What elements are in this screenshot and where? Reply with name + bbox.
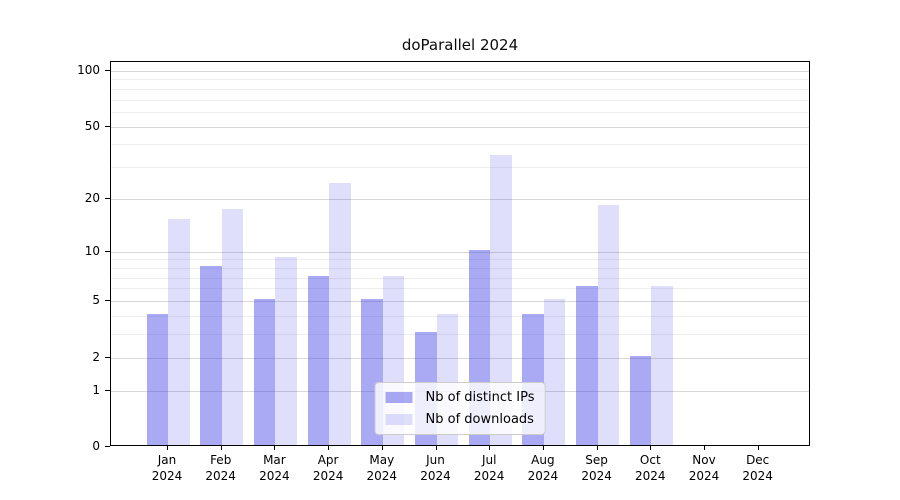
- x-tick-mark-jun: [435, 446, 437, 450]
- y-tick-mark-5: [105, 300, 110, 301]
- x-tick-label-oct: Oct 2024: [635, 453, 666, 483]
- legend-swatch-downloads: [385, 414, 413, 425]
- gridline-major-2: [111, 357, 809, 359]
- y-tick-label-20: 20: [84, 190, 100, 205]
- gridline-minor-9: [111, 259, 809, 261]
- bar-downloads-apr: [329, 182, 351, 445]
- bar-downloads-aug: [543, 299, 566, 445]
- legend-item-downloads: Nb of downloads: [385, 412, 535, 427]
- gridline-minor-30: [111, 167, 809, 169]
- y-tick-mark-10: [105, 250, 110, 252]
- y-tick-label-1: 1: [92, 382, 100, 397]
- x-tick-label-apr: Apr 2024: [312, 453, 344, 483]
- bar-ips-sep: [576, 286, 598, 445]
- bar-ips-oct: [629, 355, 652, 445]
- x-tick-label-jan: Jan 2024: [151, 453, 183, 483]
- bar-downloads-jul: [490, 155, 512, 445]
- x-tick-mark-nov: [704, 446, 705, 450]
- y-tick-label-0: 0: [92, 439, 100, 453]
- gridline-minor-4: [111, 315, 809, 317]
- x-tick-mark-dec: [757, 446, 759, 450]
- y-tick-mark-1: [105, 389, 110, 391]
- y-tick-mark-2: [105, 356, 110, 358]
- bar-downloads-oct: [651, 286, 673, 445]
- x-tick-label-may: May 2024: [366, 453, 398, 483]
- y-tick-label-50: 50: [84, 118, 100, 133]
- y-tick-label-5: 5: [92, 293, 100, 307]
- x-tick-mark-may: [381, 446, 383, 450]
- x-tick-mark-apr: [328, 446, 330, 450]
- x-tick-label-mar: Mar 2024: [259, 453, 290, 483]
- legend-label-downloads: Nb of downloads: [425, 412, 534, 427]
- gridline-minor-6: [111, 288, 809, 290]
- x-tick-label-aug: Aug 2024: [527, 453, 559, 483]
- bar-ips-feb: [200, 265, 222, 445]
- legend: Nb of distinct IPs Nb of downloads: [374, 382, 546, 435]
- legend-label-distinct-ips: Nb of distinct IPs: [425, 390, 535, 405]
- gridline-minor-90: [111, 79, 809, 81]
- y-tick-mark-0: [105, 446, 110, 447]
- y-tick-mark-20: [105, 197, 110, 199]
- x-tick-mark-sep: [596, 446, 598, 450]
- x-tick-mark-mar: [274, 446, 276, 450]
- gridline-minor-7: [111, 277, 809, 279]
- gridline-minor-80: [111, 88, 809, 90]
- x-tick-mark-feb: [220, 446, 222, 450]
- gridline-minor-8: [111, 267, 809, 269]
- gridline-major-10: [111, 251, 809, 253]
- x-tick-label-nov: Nov 2024: [688, 453, 720, 483]
- plot-area: Nb of distinct IPs Nb of downloads: [110, 61, 810, 446]
- x-tick-label-sep: Sep 2024: [581, 453, 612, 483]
- y-tick-label-2: 2: [92, 349, 100, 364]
- y-tick-label-10: 10: [84, 243, 100, 258]
- gridline-minor-60: [111, 112, 809, 113]
- bar-ips-apr: [307, 275, 330, 445]
- gridline-minor-3: [111, 334, 809, 335]
- bar-ips-mar: [253, 299, 276, 445]
- x-tick-mark-jan: [167, 446, 168, 450]
- y-tick-label-100: 100: [77, 62, 100, 77]
- y-tick-mark-100: [105, 69, 110, 71]
- x-tick-mark-aug: [542, 446, 544, 450]
- x-tick-label-dec: Dec 2024: [742, 453, 773, 483]
- x-tick-label-feb: Feb 2024: [205, 453, 236, 483]
- x-tick-label-jul: Jul 2024: [473, 453, 505, 483]
- gridline-minor-40: [111, 144, 809, 146]
- x-tick-mark-oct: [650, 446, 652, 450]
- legend-item-distinct-ips: Nb of distinct IPs: [385, 390, 535, 405]
- chart-title: doParallel 2024: [401, 36, 519, 54]
- bar-ips-jan: [146, 313, 168, 445]
- gridline-major-100: [111, 70, 809, 72]
- x-tick-mark-jul: [489, 446, 491, 450]
- x-tick-label-jun: Jun 2024: [420, 453, 451, 483]
- gridline-minor-70: [111, 99, 809, 101]
- bar-downloads-mar: [275, 257, 297, 445]
- bar-downloads-sep: [597, 205, 620, 445]
- legend-swatch-ips: [385, 392, 413, 403]
- y-tick-mark-50: [105, 125, 110, 127]
- bar-downloads-feb: [221, 209, 244, 445]
- bar-downloads-jan: [168, 219, 190, 445]
- gridline-major-20: [111, 198, 809, 200]
- gridline-major-5: [111, 301, 809, 302]
- gridline-major-50: [111, 126, 809, 128]
